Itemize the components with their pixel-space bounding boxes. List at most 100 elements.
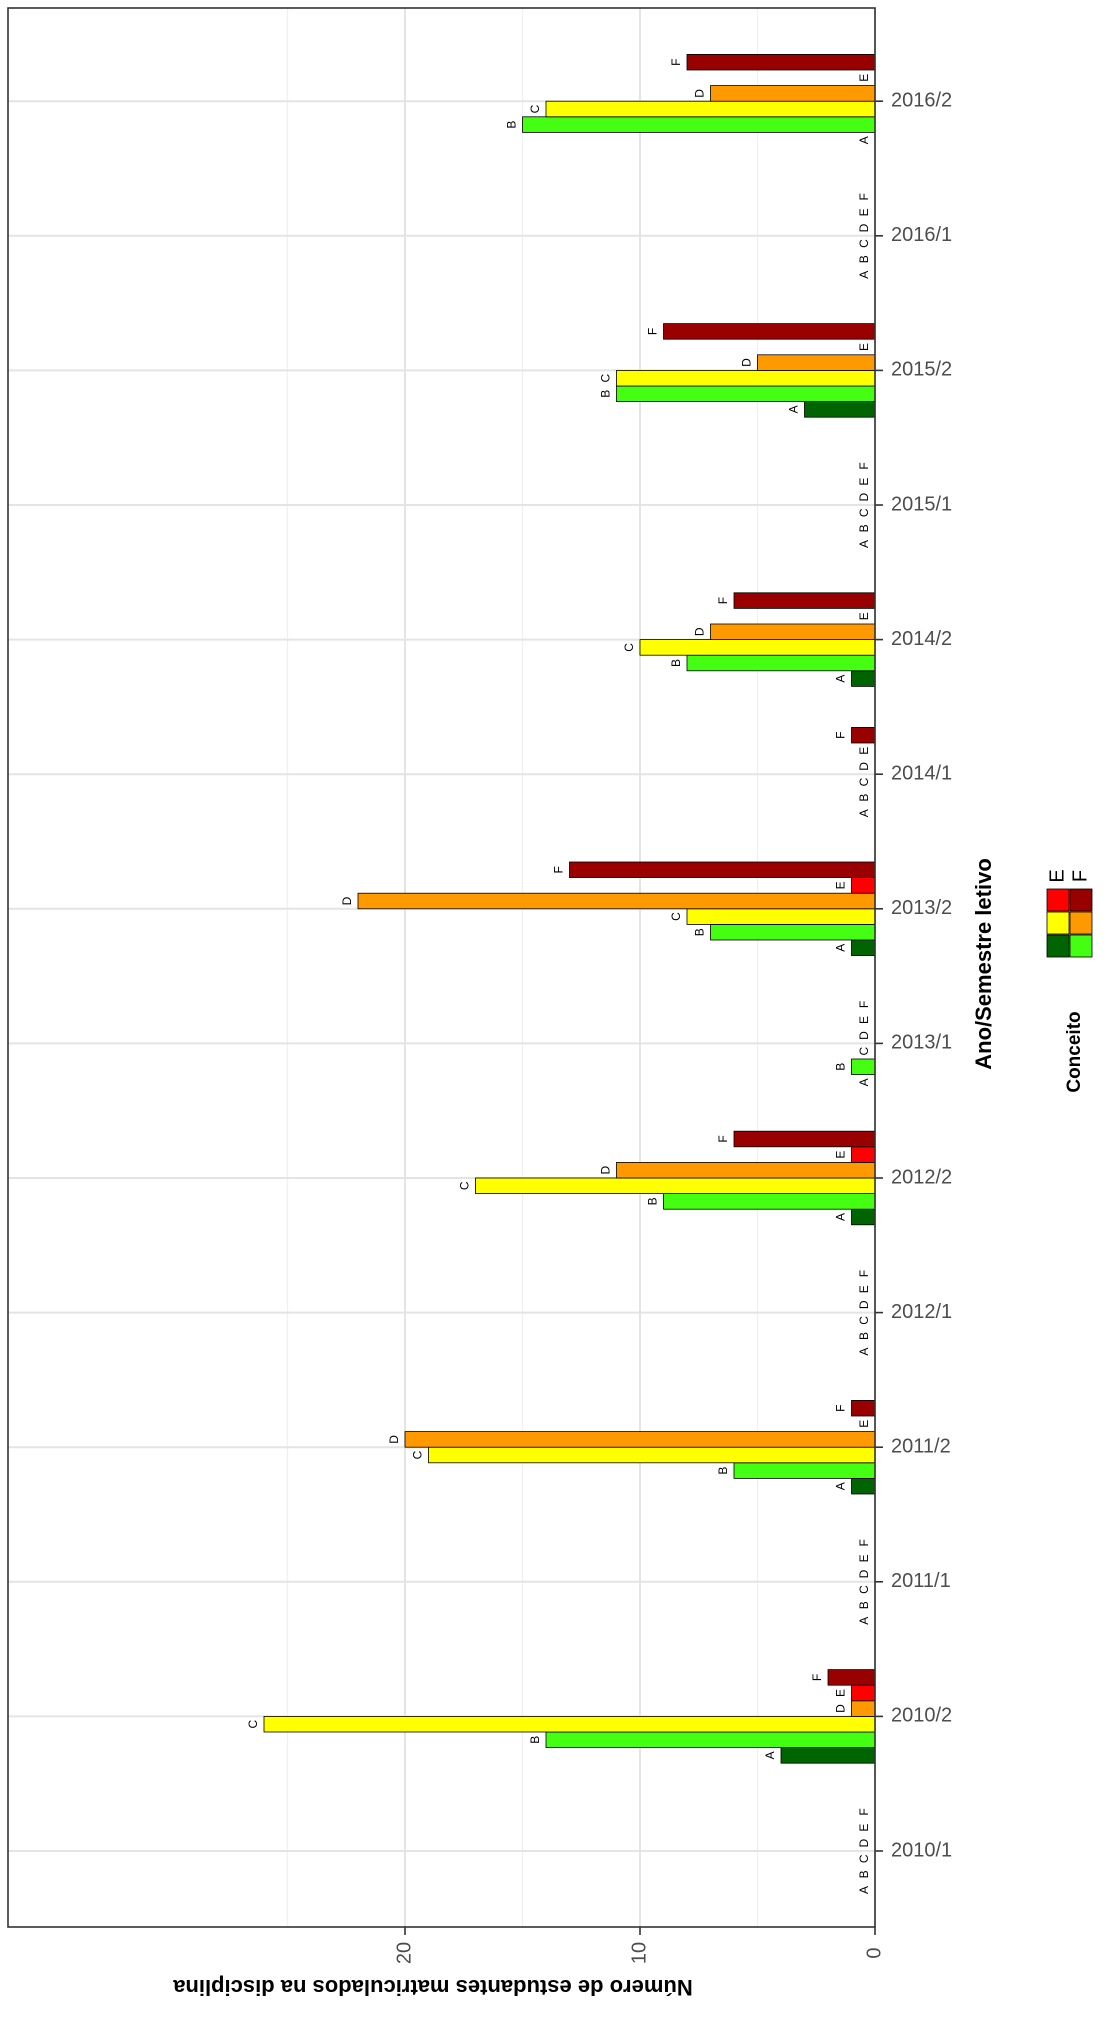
bar-D-2014/2 bbox=[710, 623, 876, 641]
bar-label: D bbox=[693, 627, 707, 636]
bar-A-2013/2 bbox=[851, 939, 876, 957]
bar-label: F bbox=[857, 193, 871, 200]
bar-F-2013/2 bbox=[569, 861, 876, 879]
bar-label: D bbox=[834, 1704, 848, 1713]
bar-B-2011/2 bbox=[733, 1462, 876, 1479]
bar-E-2010/2 bbox=[851, 1684, 876, 1702]
bar-label: F bbox=[857, 1270, 871, 1277]
bar-label: D bbox=[857, 1839, 871, 1848]
bar-C-2015/2 bbox=[616, 369, 876, 387]
bar-label: C bbox=[622, 643, 636, 652]
bar-F-2010/2 bbox=[827, 1669, 876, 1686]
category-tick-label: 2010/1 bbox=[891, 1839, 952, 1861]
bar-label: A bbox=[857, 1617, 871, 1625]
bar-label: B bbox=[857, 1601, 871, 1609]
bar-label: B bbox=[599, 390, 613, 398]
bar-label: E bbox=[857, 478, 871, 486]
bar-label: D bbox=[693, 89, 707, 98]
value-tick-label: 0 bbox=[863, 1947, 885, 1958]
bar-label: F bbox=[857, 1539, 871, 1546]
bar-label: B bbox=[669, 659, 683, 667]
bar-A-2012/2 bbox=[851, 1208, 876, 1226]
bar-label: C bbox=[599, 374, 613, 383]
bar-label: A bbox=[834, 944, 848, 952]
bar-label: E bbox=[857, 747, 871, 755]
bar-E-2013/2 bbox=[851, 877, 876, 894]
bar-label: D bbox=[740, 358, 754, 367]
bar-A-2015/2 bbox=[804, 401, 876, 418]
bar-C-2014/2 bbox=[639, 639, 876, 656]
bar-D-2012/2 bbox=[616, 1162, 876, 1179]
bar-label: C bbox=[458, 1181, 472, 1190]
bar-label: D bbox=[857, 1031, 871, 1040]
bar-label: A bbox=[787, 405, 801, 413]
bar-label: D bbox=[857, 762, 871, 771]
bar-label: C bbox=[857, 1047, 871, 1056]
bar-label: C bbox=[857, 777, 871, 786]
bar-B-2010/2 bbox=[545, 1731, 876, 1749]
bar-label: C bbox=[857, 1316, 871, 1325]
legend-key-D bbox=[1069, 911, 1093, 935]
bar-label: B bbox=[857, 1332, 871, 1340]
bar-label: D bbox=[857, 493, 871, 502]
bar-label: D bbox=[599, 1166, 613, 1175]
bar-label: E bbox=[857, 1824, 871, 1832]
legend-key-F bbox=[1069, 888, 1093, 912]
bar-label: E bbox=[857, 74, 871, 82]
bar-label: F bbox=[552, 866, 566, 873]
bar-label: F bbox=[716, 597, 730, 604]
x-axis-title: Ano/Semestre letivo bbox=[971, 858, 996, 1070]
bar-label: E bbox=[857, 343, 871, 351]
legend-label: F bbox=[1069, 870, 1091, 882]
bar-label: C bbox=[857, 239, 871, 248]
bar-F-2016/2 bbox=[686, 54, 876, 71]
bar-label: C bbox=[669, 912, 683, 921]
bar-label: E bbox=[834, 881, 848, 889]
bar-F-2011/2 bbox=[851, 1400, 876, 1417]
bar-label: B bbox=[505, 121, 519, 129]
bar-F-2012/2 bbox=[733, 1130, 876, 1148]
bar-label: E bbox=[857, 208, 871, 216]
legend-title: Conceito bbox=[1064, 1011, 1085, 1092]
bar-label: B bbox=[834, 1063, 848, 1071]
value-tick-label: 20 bbox=[393, 1942, 415, 1964]
bar-D-2011/2 bbox=[404, 1431, 876, 1448]
bar-A-2011/2 bbox=[851, 1478, 876, 1495]
bar-label: B bbox=[646, 1197, 660, 1205]
bar-label: E bbox=[857, 1016, 871, 1024]
category-tick-label: 2013/1 bbox=[891, 1032, 952, 1054]
category-tick-label: 2011/1 bbox=[891, 1570, 951, 1592]
bar-A-2014/2 bbox=[851, 670, 876, 687]
bar-label: F bbox=[834, 1405, 848, 1412]
bar-C-2013/2 bbox=[686, 908, 876, 925]
bar-A-2010/2 bbox=[780, 1747, 876, 1764]
bar-label: C bbox=[857, 1585, 871, 1594]
bar-F-2014/2 bbox=[733, 592, 876, 609]
legend-key-E bbox=[1046, 888, 1070, 912]
bar-label: D bbox=[857, 223, 871, 232]
bar-label: B bbox=[857, 524, 871, 532]
bar-label: E bbox=[857, 1554, 871, 1562]
legend-key-A bbox=[1046, 934, 1070, 958]
bars bbox=[263, 54, 876, 1764]
axis-ticks: 0 10 20 2010/1 2010/2 2011/1 2011/2 2012/1 2012/… bbox=[393, 89, 952, 1964]
bar-label: A bbox=[834, 1482, 848, 1490]
bar-label: E bbox=[834, 1151, 848, 1159]
category-tick-label: 2013/2 bbox=[891, 897, 952, 919]
bar-label: A bbox=[857, 1886, 871, 1894]
plot-panel-border bbox=[7, 7, 876, 1928]
bar-label: E bbox=[857, 1285, 871, 1293]
bar-F-2015/2 bbox=[663, 323, 876, 340]
bar-label: B bbox=[857, 255, 871, 263]
category-tick-label: 2015/1 bbox=[891, 493, 952, 515]
bar-label: D bbox=[857, 1300, 871, 1309]
bar-F-2014/1 bbox=[851, 727, 876, 744]
bar-label: B bbox=[716, 1467, 730, 1475]
bar-label: D bbox=[340, 896, 354, 905]
legend-key-B bbox=[1069, 934, 1093, 958]
bar-B-2013/2 bbox=[710, 924, 876, 941]
bar-label: A bbox=[857, 1078, 871, 1086]
bar-label: A bbox=[834, 675, 848, 683]
bar-label: B bbox=[693, 928, 707, 936]
